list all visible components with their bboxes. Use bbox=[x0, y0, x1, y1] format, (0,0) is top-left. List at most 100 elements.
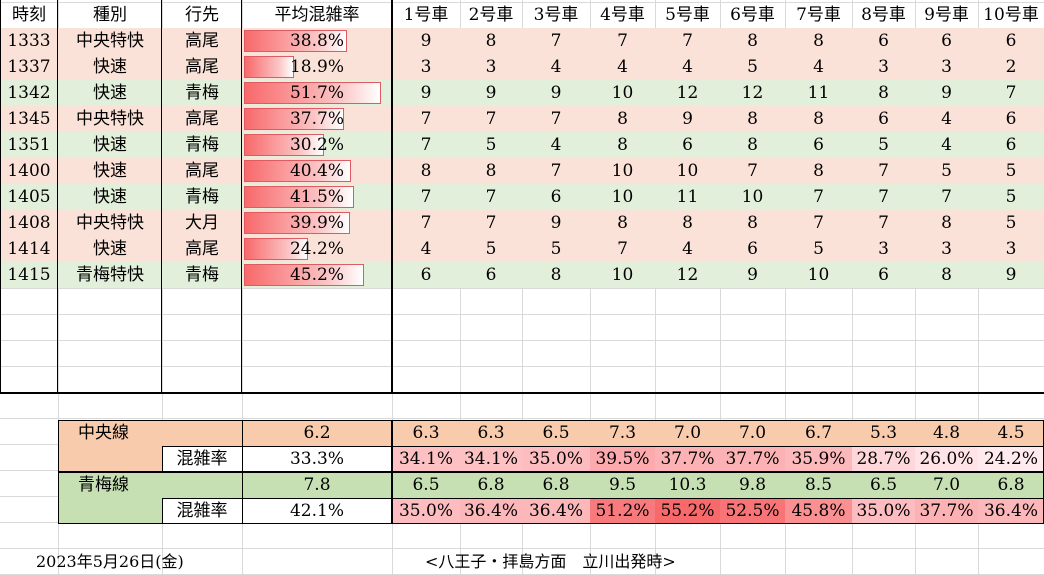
cell-avg-rate: 39.9% bbox=[242, 210, 392, 236]
summary-car-avg: 4.5 bbox=[997, 422, 1025, 443]
summary-car-avg: 8.5 bbox=[804, 474, 833, 495]
cell-car-count: 8 bbox=[747, 30, 758, 51]
summary-rate-row bbox=[58, 498, 162, 524]
cell-car-count: 7 bbox=[813, 186, 824, 207]
avg-rate-value: 40.4% bbox=[289, 161, 344, 181]
cell-car-count: 7 bbox=[813, 212, 824, 233]
cell-car-count: 4 bbox=[550, 134, 562, 155]
summary-car-avg: 5.3 bbox=[869, 422, 898, 443]
cell-car-count: 6 bbox=[1005, 108, 1017, 129]
cell-car-count: 6 bbox=[682, 134, 693, 155]
summary-rate-row bbox=[58, 446, 162, 472]
data-bar bbox=[244, 82, 382, 104]
cell-car-count: 8 bbox=[550, 264, 562, 285]
summary-car-avg: 6.3 bbox=[477, 422, 505, 443]
summary-car-avg: 6.7 bbox=[804, 422, 833, 443]
cell-time: 1414 bbox=[7, 238, 51, 259]
summary-car-avg: 7.0 bbox=[673, 422, 702, 443]
cell-time: 1345 bbox=[7, 108, 51, 129]
avg-rate-value: 30.2% bbox=[289, 135, 344, 155]
header-car-9: 9号車 bbox=[924, 4, 969, 25]
cell-car-count: 8 bbox=[617, 108, 628, 129]
cell-train-type: 青梅特快 bbox=[76, 264, 144, 285]
header-car-4: 4号車 bbox=[600, 4, 645, 25]
cell-car-count: 3 bbox=[878, 238, 889, 259]
cell-avg-rate: 18.9% bbox=[242, 54, 392, 80]
summary-car-rate: 35.9% bbox=[785, 446, 852, 472]
cell-avg-rate: 30.2% bbox=[242, 132, 392, 158]
summary-car-rate: 39.5% bbox=[590, 446, 655, 472]
summary-header-row bbox=[58, 472, 1044, 498]
cell-car-count: 10 bbox=[807, 264, 830, 285]
summary-border bbox=[162, 498, 163, 524]
avg-rate-value: 18.9% bbox=[289, 57, 344, 77]
avg-rate-value: 37.7% bbox=[289, 109, 344, 129]
summary-rate-label: 混雑率 bbox=[176, 448, 228, 469]
cell-car-count: 6 bbox=[878, 264, 889, 285]
footer-date: 2023年5月26日(金) bbox=[36, 552, 184, 571]
cell-car-count: 7 bbox=[550, 108, 562, 129]
table-border bbox=[391, 0, 393, 392]
avg-rate-value: 51.7% bbox=[289, 83, 344, 103]
summary-car-avg: 7.3 bbox=[608, 422, 637, 443]
summary-car-avg: 6.8 bbox=[542, 474, 570, 495]
cell-car-count: 3 bbox=[1005, 238, 1017, 259]
header-car-8: 8号車 bbox=[861, 4, 906, 25]
footer-direction: <八王子・拝島方面 立川出発時> bbox=[425, 552, 676, 571]
cell-car-count: 12 bbox=[676, 264, 699, 285]
cell-car-count: 5 bbox=[1005, 160, 1017, 181]
summary-car-avg: 9.5 bbox=[608, 474, 637, 495]
cell-car-count: 6 bbox=[1005, 134, 1017, 155]
cell-destination: 青梅 bbox=[185, 134, 219, 155]
cell-car-count: 10 bbox=[611, 160, 634, 181]
cell-car-count: 8 bbox=[485, 160, 497, 181]
cell-car-count: 10 bbox=[741, 186, 764, 207]
summary-car-rate: 34.1% bbox=[392, 446, 460, 472]
summary-border bbox=[162, 498, 1044, 499]
cell-time: 1333 bbox=[7, 30, 51, 51]
cell-avg-rate: 51.7% bbox=[242, 80, 392, 106]
cell-train-type: 快速 bbox=[93, 186, 127, 207]
cell-car-count: 7 bbox=[485, 212, 497, 233]
summary-car-avg: 6.8 bbox=[477, 474, 505, 495]
avg-rate-value: 38.8% bbox=[289, 31, 344, 51]
cell-train-type: 快速 bbox=[93, 238, 127, 259]
cell-train-type: 快速 bbox=[93, 160, 127, 181]
summary-border bbox=[162, 446, 1044, 447]
cell-car-count: 7 bbox=[420, 134, 432, 155]
cell-avg-rate: 38.8% bbox=[242, 28, 392, 54]
cell-car-count: 8 bbox=[682, 212, 693, 233]
summary-rate-label: 混雑率 bbox=[176, 500, 228, 521]
summary-avg: 7.8 bbox=[303, 474, 331, 495]
cell-car-count: 9 bbox=[682, 108, 693, 129]
cell-car-count: 8 bbox=[420, 160, 432, 181]
cell-car-count: 5 bbox=[813, 238, 824, 259]
cell-destination: 高尾 bbox=[185, 56, 219, 77]
cell-car-count: 8 bbox=[878, 82, 889, 103]
cell-time: 1405 bbox=[7, 186, 51, 207]
cell-destination: 青梅 bbox=[185, 186, 219, 207]
cell-car-count: 7 bbox=[420, 212, 432, 233]
cell-car-count: 8 bbox=[813, 30, 824, 51]
summary-car-rate: 35.0% bbox=[522, 446, 590, 472]
cell-car-count: 9 bbox=[550, 82, 562, 103]
cell-car-count: 7 bbox=[550, 30, 562, 51]
cell-car-count: 7 bbox=[420, 186, 432, 207]
header-car-2: 2号車 bbox=[468, 4, 514, 25]
cell-destination: 高尾 bbox=[185, 30, 219, 51]
data-bar bbox=[244, 212, 350, 234]
summary-car-rate: 51.2% bbox=[590, 498, 655, 524]
cell-time: 1342 bbox=[7, 82, 51, 103]
table-row bbox=[0, 132, 1044, 158]
summary-car-rate: 45.8% bbox=[785, 498, 852, 524]
table-row bbox=[0, 28, 1044, 54]
cell-destination: 高尾 bbox=[185, 238, 219, 259]
cell-car-count: 8 bbox=[617, 212, 628, 233]
cell-destination: 高尾 bbox=[185, 108, 219, 129]
cell-train-type: 快速 bbox=[93, 56, 127, 77]
table-row bbox=[0, 106, 1044, 132]
header-car-6: 6号車 bbox=[730, 4, 775, 25]
summary-car-rate: 55.2% bbox=[655, 498, 720, 524]
cell-car-count: 7 bbox=[878, 212, 889, 233]
